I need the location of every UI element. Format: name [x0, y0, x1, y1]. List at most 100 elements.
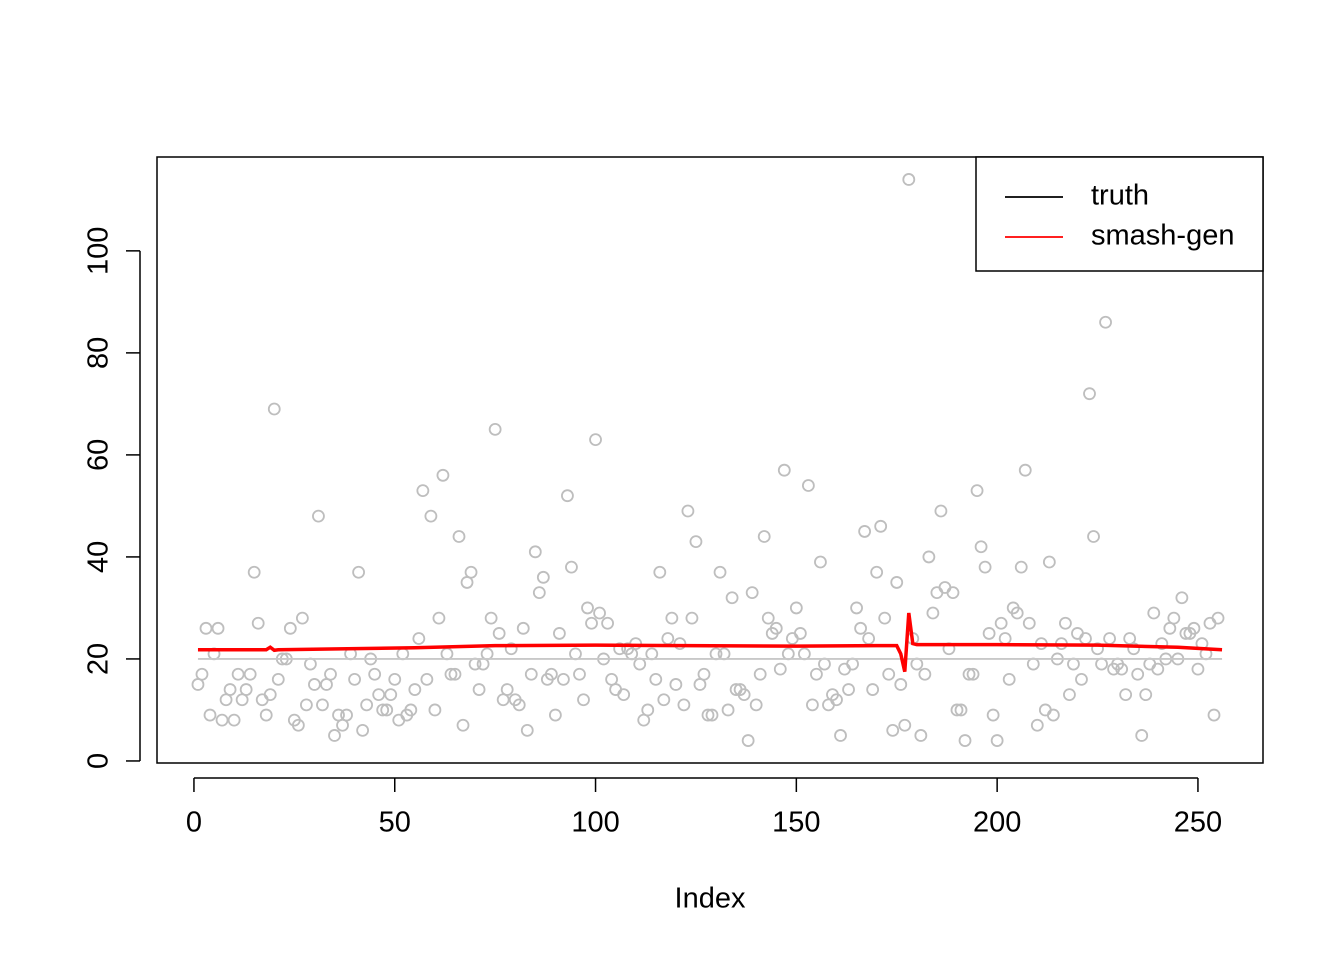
point: [536, 570, 550, 584]
point: [1071, 627, 1084, 640]
point: [239, 683, 253, 696]
point: [990, 734, 1004, 747]
x-tick-label: 250: [1174, 807, 1222, 839]
point: [1103, 632, 1116, 645]
point: [1087, 530, 1100, 543]
point: [199, 621, 213, 635]
point: [862, 632, 876, 645]
point: [488, 422, 502, 436]
point: [388, 672, 402, 686]
point: [685, 611, 699, 625]
point: [982, 627, 996, 640]
point: [348, 672, 361, 686]
point: [548, 708, 562, 722]
point: [870, 565, 884, 579]
point: [894, 678, 908, 691]
point: [858, 525, 872, 538]
point: [452, 530, 466, 543]
x-tick-label: 150: [772, 807, 820, 839]
point: [665, 611, 679, 625]
point: [255, 693, 269, 707]
point: [769, 621, 783, 635]
point: [360, 698, 374, 712]
point: [986, 708, 1000, 722]
point: [613, 642, 627, 656]
point: [480, 647, 494, 661]
point: [673, 637, 687, 651]
point: [609, 683, 623, 696]
point: [777, 463, 791, 477]
point: [1063, 688, 1076, 702]
point: [553, 627, 566, 640]
point: [1099, 315, 1112, 329]
point: [561, 489, 574, 503]
point: [520, 723, 534, 737]
y-tick-label: 60: [83, 439, 115, 471]
point: [842, 683, 855, 696]
point: [850, 601, 863, 615]
point: [926, 606, 940, 620]
point: [681, 504, 695, 518]
point: [781, 647, 795, 661]
point: [806, 698, 819, 712]
point: [516, 621, 530, 635]
point: [814, 555, 827, 569]
point: [878, 611, 892, 625]
point: [577, 693, 590, 707]
point: [701, 708, 715, 722]
point: [974, 540, 988, 554]
point: [669, 678, 683, 691]
point: [1059, 616, 1072, 630]
point: [641, 703, 655, 717]
point: [384, 688, 398, 702]
point: [1191, 662, 1205, 676]
point: [689, 535, 703, 549]
point: [424, 509, 438, 523]
point: [745, 586, 759, 600]
y-tick-label: 100: [83, 227, 115, 275]
point: [259, 708, 273, 722]
point: [1211, 611, 1225, 625]
point: [267, 402, 281, 416]
point: [432, 611, 446, 625]
point: [1091, 642, 1104, 656]
point: [1167, 611, 1181, 625]
point: [962, 667, 976, 681]
point: [528, 545, 542, 559]
point: [569, 647, 582, 661]
point: [1187, 621, 1201, 635]
point: [316, 698, 329, 712]
point: [312, 509, 325, 523]
point: [1139, 688, 1153, 702]
point: [416, 484, 430, 498]
point: [1067, 657, 1080, 671]
x-tick-label: 100: [571, 807, 619, 839]
point: [633, 657, 647, 671]
point: [512, 698, 526, 712]
point: [854, 621, 867, 635]
point: [938, 581, 952, 594]
point: [882, 667, 896, 681]
point: [573, 667, 586, 681]
point: [472, 683, 486, 696]
point: [484, 611, 498, 625]
point: [617, 688, 631, 702]
point: [866, 683, 880, 696]
point: [1151, 662, 1165, 676]
point: [1131, 667, 1145, 681]
point: [846, 657, 859, 671]
point: [902, 173, 916, 186]
point: [593, 606, 606, 620]
point: [918, 667, 932, 681]
point: [1030, 718, 1044, 732]
line: [197, 612, 1223, 673]
point: [830, 693, 843, 707]
point: [428, 703, 442, 717]
point: [557, 672, 570, 686]
point: [998, 632, 1012, 645]
point: [705, 708, 719, 722]
point: [376, 703, 390, 717]
y-tick-label: 80: [83, 337, 115, 369]
point: [1147, 606, 1161, 620]
point: [585, 616, 598, 630]
